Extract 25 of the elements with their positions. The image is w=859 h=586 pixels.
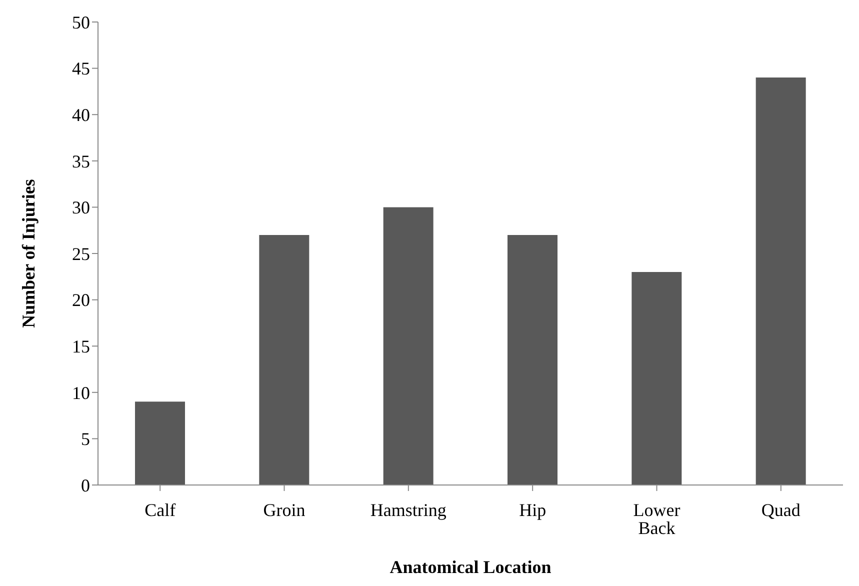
y-tick-label: 10 (72, 382, 90, 403)
y-tick-label: 5 (81, 429, 90, 450)
y-tick-label: 40 (72, 104, 90, 125)
bar (756, 78, 806, 485)
x-tick-label: Hamstring (370, 500, 446, 520)
x-axis-title: Anatomical Location (390, 557, 552, 577)
x-tick-label: Calf (144, 500, 176, 520)
x-tick-label: Lower Back (633, 500, 680, 538)
bar (632, 272, 682, 485)
bar (135, 402, 185, 485)
y-tick-label: 0 (81, 475, 90, 496)
bar (508, 234, 558, 485)
y-tick-label: 35 (72, 151, 90, 172)
y-tick-label: 25 (72, 244, 90, 264)
x-tick-label: Quad (761, 500, 800, 520)
y-tick-label: 15 (72, 336, 90, 356)
y-tick-label: 20 (72, 290, 90, 310)
y-axis-title: Number of Injuries (18, 179, 38, 328)
bar (383, 207, 434, 485)
y-tick-label: 50 (72, 12, 90, 32)
y-tick-label: 45 (72, 58, 90, 79)
y-tick-label: 30 (72, 198, 90, 218)
bar (259, 234, 310, 485)
x-tick-label: Hip (519, 500, 546, 520)
x-tick-label: Groin (263, 500, 306, 520)
